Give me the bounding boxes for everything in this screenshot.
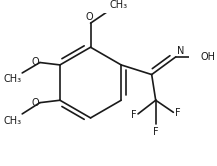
Text: OH: OH <box>201 52 216 62</box>
Text: CH₃: CH₃ <box>109 0 127 10</box>
Text: CH₃: CH₃ <box>3 116 21 125</box>
Text: CH₃: CH₃ <box>3 74 21 84</box>
Text: F: F <box>175 108 181 118</box>
Text: O: O <box>31 98 39 108</box>
Text: O: O <box>31 57 39 67</box>
Text: O: O <box>86 12 94 22</box>
Text: N: N <box>177 46 184 56</box>
Text: F: F <box>131 110 136 120</box>
Text: F: F <box>153 127 158 137</box>
